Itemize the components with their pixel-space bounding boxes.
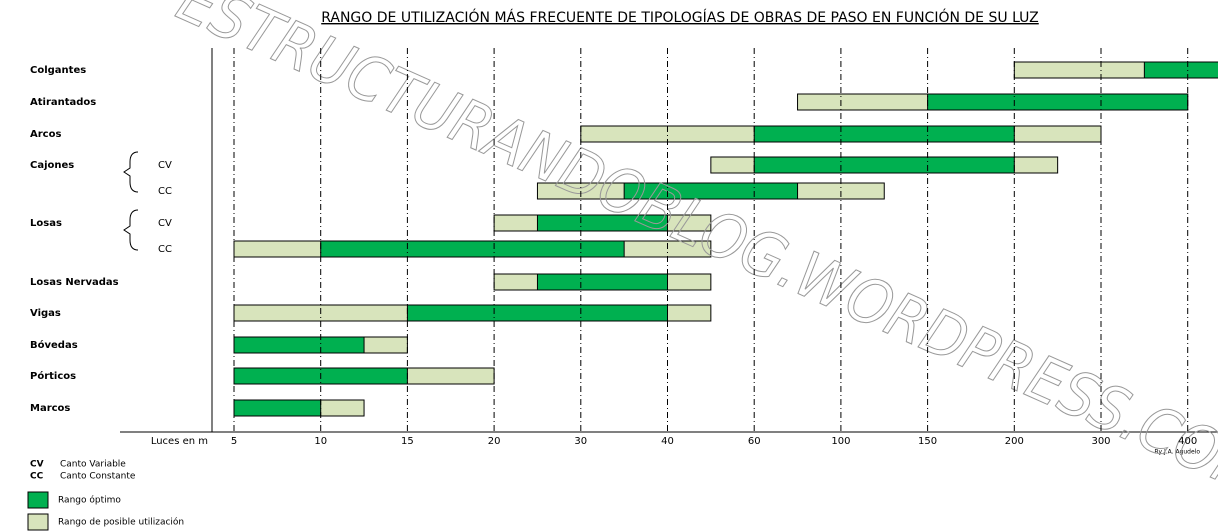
category-label: Bóvedas: [30, 339, 78, 351]
x-tick-label: 400: [1178, 436, 1197, 447]
category-label: Vigas: [30, 308, 61, 319]
abbr-code: CC: [30, 472, 44, 482]
range-bar: [233, 399, 322, 417]
abbr-code: CV: [30, 460, 44, 470]
range-bar: [927, 93, 1189, 111]
category-label: Marcos: [30, 403, 70, 414]
category-label: Colgantes: [30, 65, 86, 76]
subcategory-label: CC: [158, 244, 172, 255]
brace: [123, 209, 139, 251]
legend-label: Rango óptimo: [58, 495, 121, 506]
x-tick-label: 10: [314, 436, 327, 447]
x-tick-label: 300: [1091, 436, 1110, 447]
x-tick-label: 60: [748, 436, 761, 447]
x-tick-label: 20: [488, 436, 501, 447]
category-label: Losas Nervadas: [30, 277, 119, 288]
range-bar: [1143, 61, 1218, 79]
range-bar: [753, 125, 1015, 143]
range-bar: [406, 304, 668, 322]
range-bar: [536, 273, 669, 291]
category-label: Atirantados: [30, 97, 96, 108]
category-label: Arcos: [30, 129, 61, 140]
category-label: Losas: [30, 218, 62, 229]
abbr-meaning: Canto Variable: [60, 460, 126, 470]
x-tick-label: 40: [661, 436, 674, 447]
category-label: Pórticos: [30, 370, 76, 382]
abbr-meaning: Canto Constante: [60, 472, 136, 482]
x-tick-label: 30: [574, 436, 587, 447]
credit: By J.A. Agudelo: [1154, 449, 1200, 456]
range-bar: [320, 240, 625, 258]
x-axis-label: Luces en m: [151, 436, 208, 447]
legend-swatch: [27, 491, 49, 509]
range-bar: [753, 156, 1015, 174]
chart-title: RANGO DE UTILIZACIÓN MÁS FRECUENTE DE TI…: [321, 8, 1039, 26]
subcategory-label: CC: [158, 186, 172, 197]
x-tick-label: 200: [1005, 436, 1024, 447]
x-tick-label: 150: [918, 436, 937, 447]
x-tick-label: 15: [401, 436, 414, 447]
subcategory-label: CV: [158, 218, 172, 229]
x-tick-label: 100: [831, 436, 850, 447]
range-bar: [233, 336, 365, 354]
legend-label: Rango de posible utilización: [58, 517, 184, 528]
legend-swatch: [27, 513, 49, 531]
subcategory-label: CV: [158, 160, 172, 171]
brace: [123, 151, 139, 193]
x-tick-label: 5: [231, 436, 237, 447]
category-label: Cajones: [30, 160, 74, 171]
